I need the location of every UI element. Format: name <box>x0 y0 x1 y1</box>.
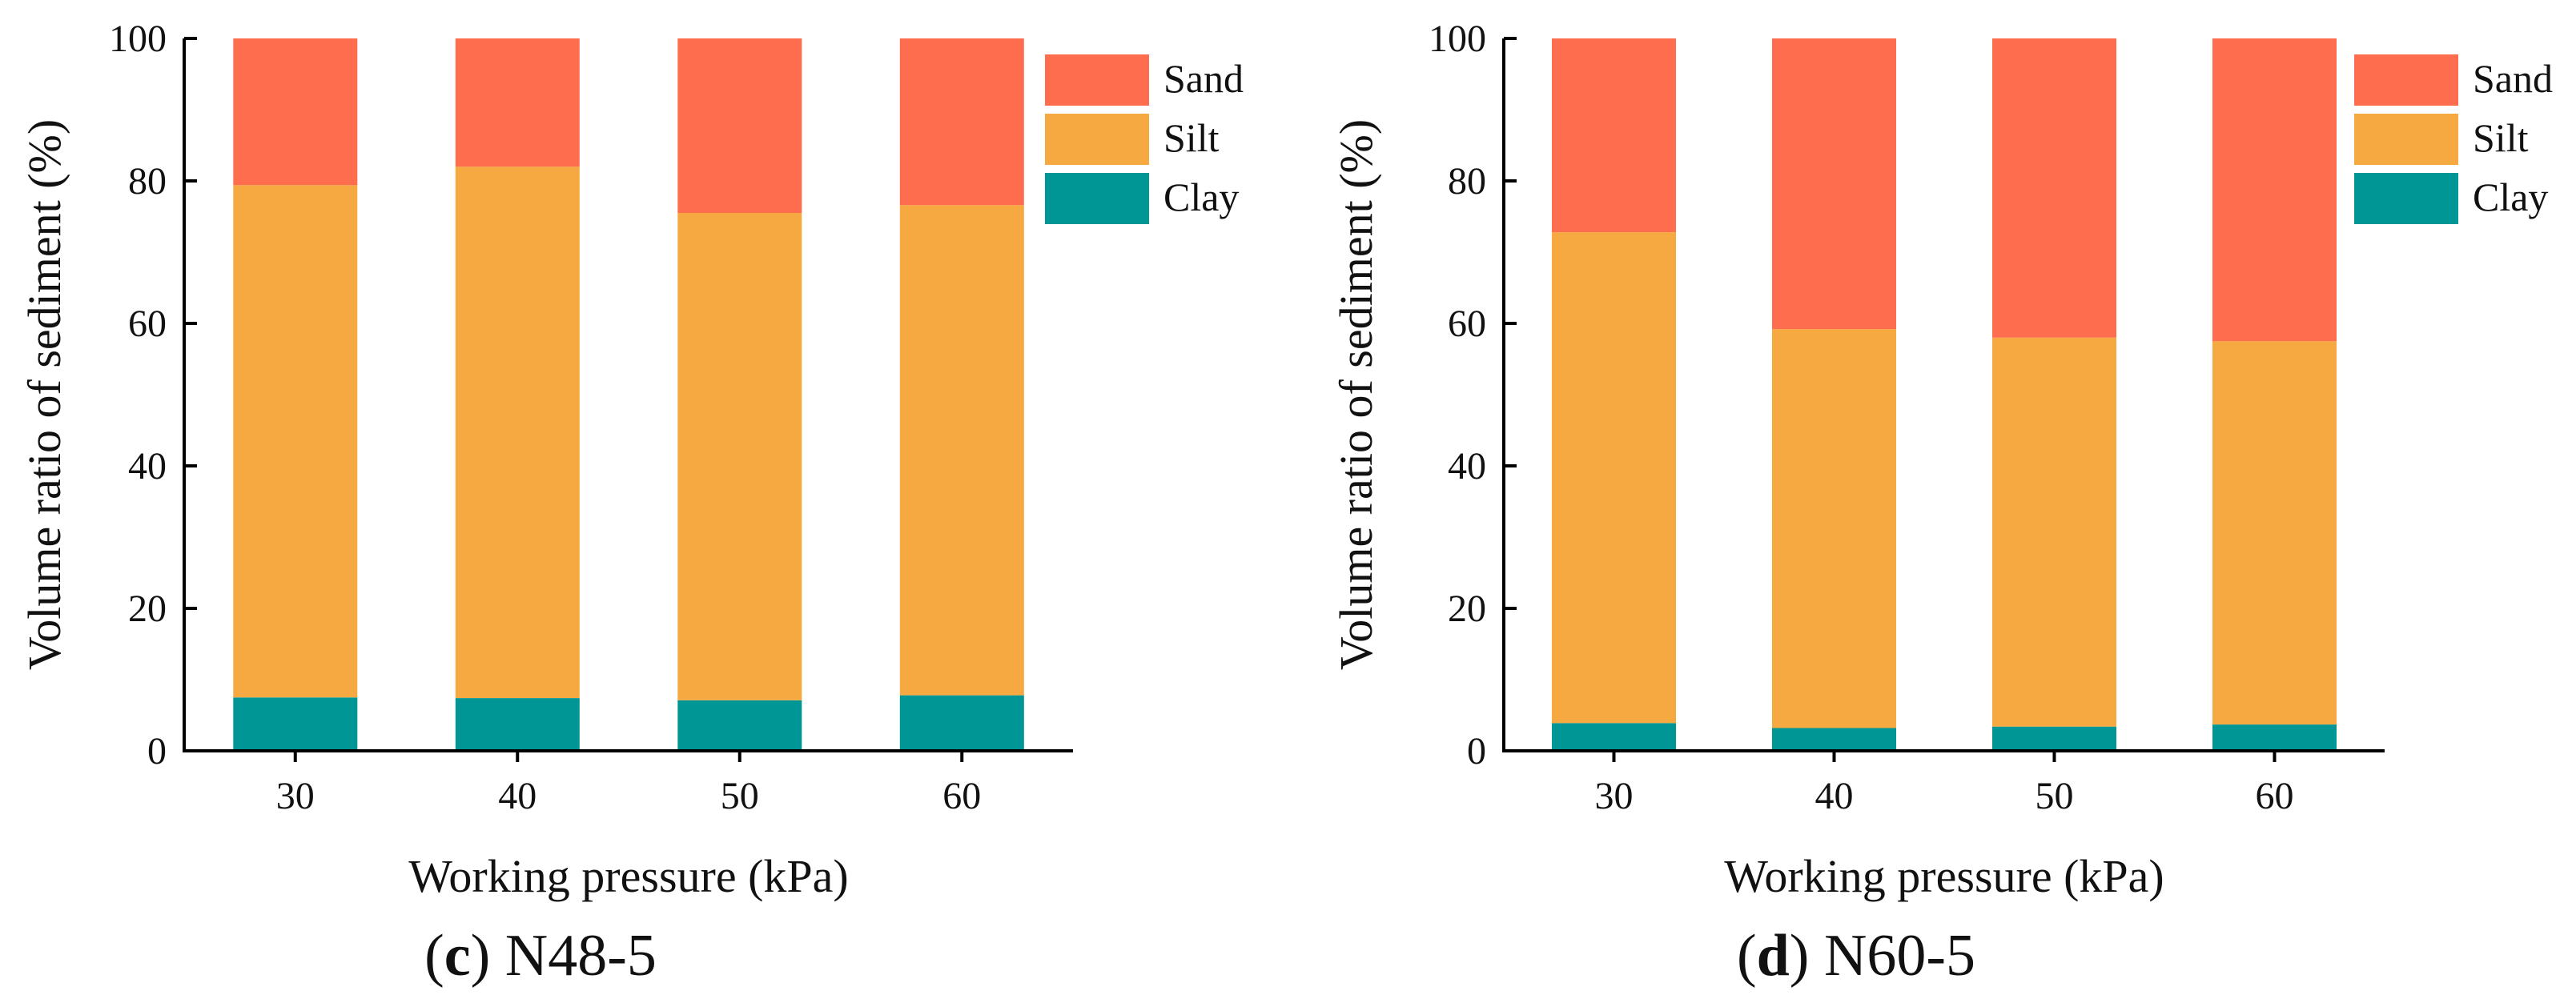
y-tick-label: 60 <box>128 303 167 345</box>
bar-silt-40 <box>455 166 580 699</box>
legend-swatch-clay <box>2354 173 2458 224</box>
legend-swatch-silt <box>1045 114 1149 165</box>
bar-sand-40 <box>455 38 580 167</box>
bar-clay-30 <box>233 697 358 752</box>
legend-swatch-sand <box>1045 54 1149 106</box>
y-tick-label: 20 <box>1448 588 1486 630</box>
legend-label-sand: Sand <box>2473 56 2553 101</box>
legend-label-clay: Clay <box>1163 175 1239 219</box>
panel-caption: (d) N60-5 <box>1737 923 1975 989</box>
bar-sand-40 <box>1772 38 1896 330</box>
bar-silt-30 <box>233 185 358 698</box>
y-tick-label: 100 <box>1429 18 1486 60</box>
bar-silt-40 <box>1772 329 1896 728</box>
bar-silt-60 <box>2212 341 2337 725</box>
caption-paren: ) <box>471 923 505 989</box>
bar-clay-50 <box>1992 726 2116 751</box>
x-tick-label: 40 <box>498 775 536 817</box>
caption-text: N60-5 <box>1824 923 1975 989</box>
x-axis-title: Working pressure (kPa) <box>408 850 848 902</box>
x-tick-label: 50 <box>2035 775 2074 817</box>
caption-letter: c <box>444 923 471 989</box>
x-tick-label: 40 <box>1815 775 1854 817</box>
bar-sand-60 <box>899 38 1024 206</box>
bar-silt-30 <box>1552 232 1676 724</box>
x-axis-title: Working pressure (kPa) <box>1724 850 2164 902</box>
bar-sand-60 <box>2212 38 2337 342</box>
bar-sand-30 <box>233 38 358 186</box>
panel-caption: (c) N48-5 <box>424 923 657 989</box>
bar-clay-60 <box>2212 724 2337 751</box>
x-tick-label: 30 <box>276 775 315 817</box>
x-tick-label: 30 <box>1595 775 1634 817</box>
chart-panel-d: 0 20 40 60 80 100 30 40 50 60 Volume ratio of sedi… <box>1330 18 2553 989</box>
legend-swatch-clay <box>1045 173 1149 224</box>
bar-sand-50 <box>1992 38 2116 338</box>
bar-clay-40 <box>1772 728 1896 751</box>
bar-clay-60 <box>899 695 1024 751</box>
bar-sand-50 <box>677 38 802 213</box>
bar-sand-30 <box>1552 38 1676 233</box>
caption-letter: d <box>1757 923 1790 989</box>
y-tick-label: 20 <box>128 588 167 630</box>
legend-label-clay: Clay <box>2473 175 2548 219</box>
y-axis-title: Volume ratio of sediment (%) <box>1330 119 1382 670</box>
y-tick-label: 40 <box>1448 445 1486 487</box>
y-tick-label: 80 <box>1448 160 1486 203</box>
bar-silt-60 <box>899 205 1024 696</box>
y-tick-label: 0 <box>1467 730 1486 772</box>
x-tick-label: 60 <box>942 775 981 817</box>
x-tick-label: 60 <box>2256 775 2294 817</box>
caption-paren: ( <box>424 923 444 989</box>
legend-label-silt: Silt <box>1163 115 1220 160</box>
bar-silt-50 <box>677 213 802 700</box>
x-tick-label: 50 <box>721 775 759 817</box>
caption-text: N48-5 <box>505 923 657 989</box>
legend-swatch-silt <box>2354 114 2458 165</box>
caption-paren: ( <box>1737 923 1757 989</box>
bar-clay-40 <box>455 698 580 751</box>
y-tick-label: 100 <box>109 18 167 60</box>
bar-clay-30 <box>1552 723 1676 751</box>
y-tick-label: 0 <box>147 730 167 772</box>
bar-silt-50 <box>1992 337 2116 727</box>
chart-panel-c: 0 20 40 60 80 100 30 40 50 60 Volume ratio of sedi… <box>18 18 1244 989</box>
y-axis-title: Volume ratio of sediment (%) <box>18 119 70 670</box>
y-tick-label: 80 <box>128 160 167 203</box>
legend-label-sand: Sand <box>1163 56 1244 101</box>
legend-swatch-sand <box>2354 54 2458 106</box>
y-tick-label: 40 <box>128 445 167 487</box>
caption-paren: ) <box>1790 923 1824 989</box>
y-tick-label: 60 <box>1448 303 1486 345</box>
bar-clay-50 <box>677 700 802 751</box>
legend-label-silt: Silt <box>2473 115 2529 160</box>
